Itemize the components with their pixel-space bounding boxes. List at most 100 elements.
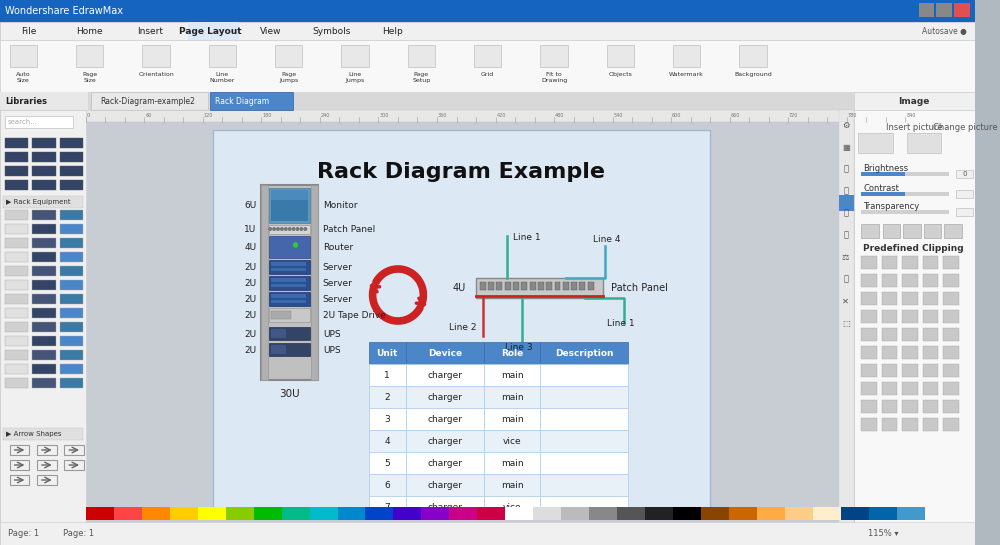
- Bar: [369, 342, 406, 364]
- Bar: [406, 474, 484, 496]
- Bar: [32, 166, 56, 176]
- Bar: [882, 274, 897, 287]
- Bar: [271, 268, 306, 271]
- Bar: [406, 452, 484, 474]
- Text: Monitor: Monitor: [323, 201, 357, 209]
- Text: main: main: [501, 481, 523, 489]
- Text: 180: 180: [262, 113, 272, 118]
- Text: 600: 600: [672, 113, 681, 118]
- Bar: [369, 408, 406, 430]
- Bar: [882, 400, 897, 413]
- Text: View: View: [260, 27, 282, 35]
- Text: Symbols: Symbols: [312, 27, 351, 35]
- Bar: [617, 507, 645, 520]
- Bar: [882, 328, 897, 341]
- Text: charger: charger: [427, 458, 462, 468]
- Bar: [60, 210, 83, 220]
- Bar: [923, 400, 938, 413]
- Text: Description: Description: [555, 348, 614, 358]
- Bar: [861, 172, 949, 176]
- Bar: [923, 274, 938, 287]
- Bar: [540, 496, 628, 518]
- Bar: [902, 310, 918, 323]
- Bar: [142, 45, 170, 67]
- Bar: [3, 428, 83, 440]
- Text: 2U Tape Drive: 2U Tape Drive: [323, 311, 386, 319]
- Bar: [861, 172, 905, 176]
- Text: Brightness: Brightness: [863, 164, 908, 173]
- Text: Line 1: Line 1: [513, 233, 541, 242]
- Bar: [449, 507, 477, 520]
- Bar: [923, 256, 938, 269]
- Bar: [785, 507, 813, 520]
- Bar: [923, 346, 938, 359]
- Bar: [60, 238, 83, 248]
- Bar: [943, 310, 959, 323]
- Bar: [271, 262, 306, 266]
- Bar: [861, 328, 877, 341]
- Bar: [861, 364, 877, 377]
- Text: main: main: [501, 392, 523, 402]
- Text: 2U: 2U: [244, 330, 257, 338]
- Text: Change picture: Change picture: [933, 123, 998, 131]
- Text: ⚖: ⚖: [842, 252, 849, 262]
- Bar: [86, 122, 839, 525]
- Bar: [513, 282, 519, 290]
- Bar: [271, 190, 308, 200]
- Bar: [882, 382, 897, 395]
- Bar: [936, 3, 952, 17]
- Text: 300: 300: [379, 113, 389, 118]
- Bar: [271, 278, 306, 282]
- Bar: [956, 170, 973, 178]
- Bar: [943, 346, 959, 359]
- Bar: [943, 400, 959, 413]
- Bar: [271, 329, 286, 338]
- Bar: [484, 386, 540, 408]
- Bar: [60, 180, 83, 190]
- Bar: [37, 475, 57, 485]
- Bar: [673, 507, 701, 520]
- Text: 840: 840: [906, 113, 916, 118]
- Text: 0: 0: [962, 171, 967, 177]
- Bar: [484, 496, 540, 518]
- Text: 480: 480: [555, 113, 564, 118]
- Text: ▦: ▦: [842, 142, 850, 152]
- Bar: [5, 322, 28, 332]
- Bar: [5, 252, 28, 262]
- Text: Help: Help: [382, 27, 403, 35]
- Text: Rack-Diagram-example2: Rack-Diagram-example2: [100, 96, 195, 106]
- Bar: [60, 378, 83, 388]
- Bar: [5, 138, 28, 148]
- Bar: [869, 507, 897, 520]
- Text: 540: 540: [614, 113, 623, 118]
- Bar: [60, 280, 83, 290]
- Text: Transparency: Transparency: [863, 202, 920, 210]
- Bar: [530, 282, 536, 290]
- Text: Libraries: Libraries: [5, 96, 47, 106]
- Bar: [902, 418, 918, 431]
- Bar: [369, 474, 406, 496]
- Text: 4U: 4U: [453, 283, 466, 293]
- Bar: [882, 364, 897, 377]
- Bar: [5, 294, 28, 304]
- Bar: [546, 282, 552, 290]
- Bar: [282, 507, 310, 520]
- Bar: [956, 208, 973, 216]
- Bar: [32, 224, 56, 234]
- Text: 6: 6: [384, 481, 390, 489]
- Bar: [64, 445, 84, 455]
- Text: Insert: Insert: [137, 27, 163, 35]
- Bar: [269, 260, 310, 274]
- Text: Line 1: Line 1: [607, 319, 634, 328]
- Bar: [5, 152, 28, 162]
- Circle shape: [273, 228, 275, 231]
- Text: 2: 2: [384, 392, 390, 402]
- Bar: [261, 185, 268, 380]
- Bar: [484, 430, 540, 452]
- Bar: [0, 110, 86, 545]
- Bar: [477, 507, 505, 520]
- Text: Unit: Unit: [377, 348, 398, 358]
- Bar: [369, 430, 406, 452]
- Bar: [861, 346, 877, 359]
- Bar: [60, 336, 83, 346]
